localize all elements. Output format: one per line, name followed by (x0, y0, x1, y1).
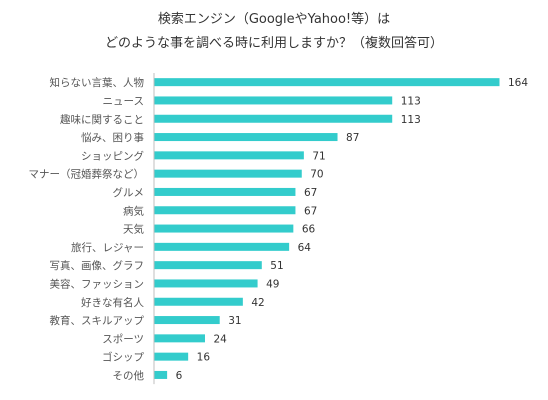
plot-area: 知らない言葉、人物 164 ニュース 113 趣味に関すること 113 悩み、困り事 87 ショ… (29, 73, 528, 385)
bar (154, 224, 294, 233)
bar (154, 133, 338, 142)
bar (154, 297, 243, 306)
category-label: スポーツ (102, 333, 144, 345)
bar (154, 316, 220, 325)
bar (154, 78, 500, 87)
category-label: 美容、ファッション (50, 277, 145, 290)
chart-title-line-1: 検索エンジン（GoogleやYahoo!等）は (158, 11, 390, 27)
category-label: ショッピング (81, 149, 144, 162)
data-label: 24 (213, 333, 227, 345)
category-label: 好きな有名人 (81, 296, 144, 309)
category-label: ゴシップ (102, 351, 144, 364)
bar (154, 261, 262, 270)
data-label: 71 (312, 150, 325, 162)
data-label: 164 (508, 77, 528, 89)
category-label: 悩み、困り事 (81, 131, 144, 144)
bar (154, 279, 258, 288)
data-label: 67 (304, 205, 317, 217)
data-label: 16 (197, 352, 211, 364)
category-label: 教育、スキルアップ (50, 314, 145, 327)
data-label: 67 (304, 187, 317, 199)
category-label: 知らない言葉、人物 (50, 76, 145, 89)
chart-title-line-2: どのような事を調べる時に利用しますか？（複数回答可） (105, 35, 443, 51)
category-label: マナー（冠婚葬祭など） (29, 168, 145, 181)
bar (154, 352, 189, 361)
category-label: 病気 (123, 204, 144, 217)
data-label: 42 (251, 297, 264, 309)
bar (154, 187, 296, 196)
data-label: 70 (310, 169, 323, 181)
data-label: 6 (176, 370, 183, 382)
data-label: 31 (228, 315, 241, 327)
bar (154, 334, 205, 343)
data-label: 87 (346, 132, 359, 144)
category-label: 天気 (123, 223, 144, 236)
bar (154, 151, 304, 160)
data-label: 49 (266, 278, 279, 290)
category-label: 旅行、レジャー (71, 241, 144, 254)
bar (154, 206, 296, 215)
bar (154, 370, 168, 379)
data-label: 113 (401, 114, 421, 126)
category-label: 趣味に関すること (60, 113, 144, 126)
bar (154, 114, 393, 123)
category-label: その他 (113, 369, 145, 382)
data-label: 51 (270, 260, 283, 272)
bar (154, 242, 290, 251)
category-label: ニュース (103, 95, 144, 107)
data-label: 64 (298, 242, 312, 254)
category-label: グルメ (113, 186, 145, 199)
data-label: 113 (401, 95, 421, 107)
bar (154, 96, 393, 105)
bar (154, 169, 302, 178)
data-label: 66 (302, 224, 316, 236)
category-label: 写真、画像、グラフ (50, 259, 145, 272)
